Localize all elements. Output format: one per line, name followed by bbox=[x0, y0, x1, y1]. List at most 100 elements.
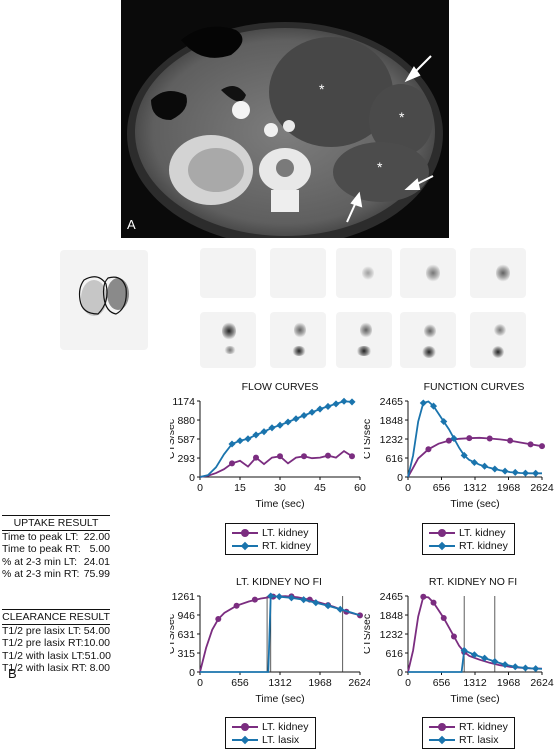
legend-swatch bbox=[429, 541, 455, 551]
data-point bbox=[470, 458, 478, 467]
y-tick-label: 0 bbox=[189, 667, 195, 679]
result-value: 24.01 bbox=[83, 555, 110, 568]
result-label: Time to peak LT: bbox=[2, 531, 79, 544]
y-tick-label: 1261 bbox=[172, 591, 196, 603]
x-tick-label: 1968 bbox=[497, 482, 521, 494]
y-axis-label: CTS/sec bbox=[364, 419, 373, 459]
data-point bbox=[521, 664, 529, 672]
result-row: % at 2-3 min RT: 75.99 bbox=[2, 568, 110, 580]
result-value: 54.00 bbox=[83, 625, 110, 638]
legend-entry: RT. kidney bbox=[429, 539, 508, 552]
x-tick-label: 2624 bbox=[530, 482, 554, 494]
legend-swatch bbox=[232, 735, 258, 745]
function-legend: LT. kidney RT. kidney bbox=[422, 523, 515, 555]
data-point bbox=[501, 661, 509, 669]
legend-swatch bbox=[232, 528, 258, 538]
data-point bbox=[419, 399, 427, 407]
data-point bbox=[429, 402, 438, 410]
legend-swatch bbox=[429, 735, 455, 745]
legend-marker bbox=[438, 722, 446, 731]
result-value: 5.00 bbox=[89, 543, 110, 556]
scan-frame-8 bbox=[336, 312, 392, 368]
result-row: Time to peak RT: 5.00 bbox=[2, 543, 110, 555]
result-row: % at 2-3 min LT: 24.01 bbox=[2, 556, 110, 568]
x-tick-label: 0 bbox=[405, 482, 411, 494]
legend-label: RT. kidney bbox=[459, 720, 508, 733]
y-axis-label: CTS/sec bbox=[170, 614, 177, 654]
series-line bbox=[407, 400, 542, 478]
series-line bbox=[199, 400, 353, 478]
function-title: FUNCTION CURVES bbox=[423, 381, 525, 393]
data-point bbox=[425, 446, 432, 453]
data-point bbox=[275, 593, 283, 601]
data-point bbox=[430, 599, 437, 606]
y-tick-label: 0 bbox=[189, 472, 195, 484]
ct-scan-graphic: * * * bbox=[121, 0, 449, 238]
y-tick-label: 587 bbox=[177, 434, 195, 446]
y-tick-label: 2465 bbox=[380, 591, 404, 603]
x-axis-label: Time (sec) bbox=[450, 693, 499, 705]
clearance-result-table: CLEARANCE RESULT T1/2 pre lasix LT: 54.00… bbox=[2, 609, 111, 674]
result-value: 51.00 bbox=[84, 649, 111, 662]
data-point bbox=[252, 431, 260, 439]
clearance-rows: T1/2 pre lasix LT: 54.00 T1/2 pre lasix RT… bbox=[2, 625, 111, 674]
legend-marker bbox=[438, 528, 446, 537]
y-tick-label: 946 bbox=[177, 610, 195, 622]
result-value: 8.00 bbox=[89, 661, 110, 674]
ct-image: * * * A bbox=[121, 0, 449, 238]
series-line bbox=[407, 595, 543, 673]
x-tick-label: 1968 bbox=[497, 677, 521, 689]
data-point bbox=[236, 437, 244, 445]
data-point bbox=[440, 615, 447, 622]
result-label: T1/2 with lasix RT: bbox=[2, 661, 87, 674]
data-point bbox=[532, 665, 540, 673]
data-point bbox=[420, 593, 427, 600]
rt-nofi-legend: RT. kidney RT. lasix bbox=[422, 717, 515, 749]
result-row: T1/2 pre lasix RT: 10.00 bbox=[2, 637, 110, 649]
scan-frame-7 bbox=[270, 312, 326, 368]
legend-marker bbox=[437, 735, 447, 744]
scan-frame-9 bbox=[400, 312, 456, 368]
panel-b-label: B bbox=[8, 666, 17, 681]
data-point bbox=[501, 467, 509, 475]
data-point bbox=[324, 602, 332, 610]
x-tick-label: 0 bbox=[197, 677, 203, 689]
result-label: T1/2 pre lasix RT: bbox=[2, 637, 84, 650]
x-tick-label: 656 bbox=[433, 482, 451, 494]
data-point bbox=[233, 602, 240, 609]
data-point bbox=[260, 428, 268, 436]
data-point bbox=[357, 612, 363, 619]
y-tick-label: 1848 bbox=[380, 610, 404, 622]
flow-legend: LT. kidney RT. kidney bbox=[225, 523, 318, 555]
legend-label: LT. lasix bbox=[262, 733, 300, 746]
data-point bbox=[336, 605, 344, 613]
data-point bbox=[253, 454, 259, 461]
data-point bbox=[251, 596, 258, 603]
y-tick-label: 315 bbox=[177, 648, 195, 660]
data-point bbox=[292, 415, 300, 423]
legend-label: LT. kidney bbox=[262, 720, 309, 733]
data-point bbox=[466, 435, 473, 442]
data-point bbox=[539, 443, 545, 450]
result-value: 22.00 bbox=[83, 531, 110, 544]
data-point bbox=[332, 400, 340, 408]
x-tick-label: 1968 bbox=[308, 677, 332, 689]
x-tick-label: 2624 bbox=[348, 677, 370, 689]
data-point bbox=[229, 460, 235, 467]
legend-entry: LT. kidney bbox=[429, 526, 508, 539]
scan-frame-1 bbox=[200, 248, 256, 298]
data-point bbox=[481, 462, 489, 470]
legend-label: LT. kidney bbox=[459, 526, 506, 539]
asterisk-1: * bbox=[319, 81, 325, 97]
x-tick-label: 0 bbox=[197, 482, 203, 494]
legend-marker bbox=[241, 722, 249, 731]
data-point bbox=[308, 408, 316, 416]
legend-swatch bbox=[429, 528, 455, 538]
result-row: T1/2 with lasix LT: 51.00 bbox=[2, 649, 111, 662]
data-point bbox=[348, 398, 356, 406]
lt-nofi-title: LT. KIDNEY NO FI bbox=[236, 576, 322, 588]
legend-swatch bbox=[232, 541, 258, 551]
data-point bbox=[507, 437, 514, 444]
x-tick-label: 656 bbox=[433, 677, 451, 689]
data-point bbox=[349, 453, 355, 460]
